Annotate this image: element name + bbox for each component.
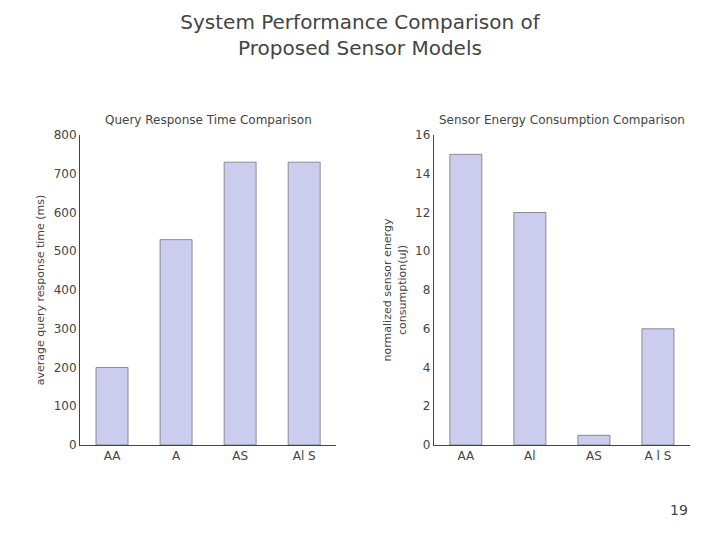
svg-text:12: 12	[415, 206, 430, 220]
svg-text:800: 800	[54, 128, 77, 142]
svg-text:400: 400	[54, 283, 77, 297]
svg-text:AS: AS	[586, 449, 602, 463]
svg-text:4: 4	[423, 361, 431, 375]
svg-text:10: 10	[415, 244, 430, 258]
svg-text:500: 500	[54, 244, 77, 258]
svg-text:2: 2	[423, 399, 431, 413]
svg-text:System Performance Comparison: System Performance Comparison ofProposed…	[180, 10, 540, 60]
svg-text:Sensor Energy Consumption Comp: Sensor Energy Consumption Comparison	[439, 113, 685, 127]
svg-text:0: 0	[69, 438, 77, 452]
svg-text:AA: AA	[457, 449, 475, 463]
svg-text:Al: Al	[524, 449, 536, 463]
svg-text:100: 100	[54, 399, 77, 413]
svg-text:0: 0	[423, 438, 431, 452]
svg-text:700: 700	[54, 167, 77, 181]
svg-text:Al S: Al S	[293, 449, 316, 463]
svg-text:normalized sensor energyconsum: normalized sensor energyconsumption(uJ)	[381, 218, 408, 361]
svg-text:16: 16	[415, 128, 430, 142]
svg-text:8: 8	[423, 283, 431, 297]
svg-text:19: 19	[670, 502, 688, 518]
svg-text:6: 6	[423, 322, 431, 336]
svg-text:AS: AS	[232, 449, 248, 463]
svg-text:14: 14	[415, 167, 430, 181]
svg-text:A: A	[172, 449, 181, 463]
svg-text:AA: AA	[104, 449, 122, 463]
svg-text:300: 300	[54, 322, 77, 336]
svg-text:200: 200	[54, 361, 77, 375]
svg-text:600: 600	[54, 206, 77, 220]
svg-text:A l S: A l S	[645, 449, 672, 463]
svg-text:average query response time (m: average query response time (ms)	[34, 195, 47, 386]
svg-text:Query Response Time Comparison: Query Response Time Comparison	[105, 113, 312, 127]
